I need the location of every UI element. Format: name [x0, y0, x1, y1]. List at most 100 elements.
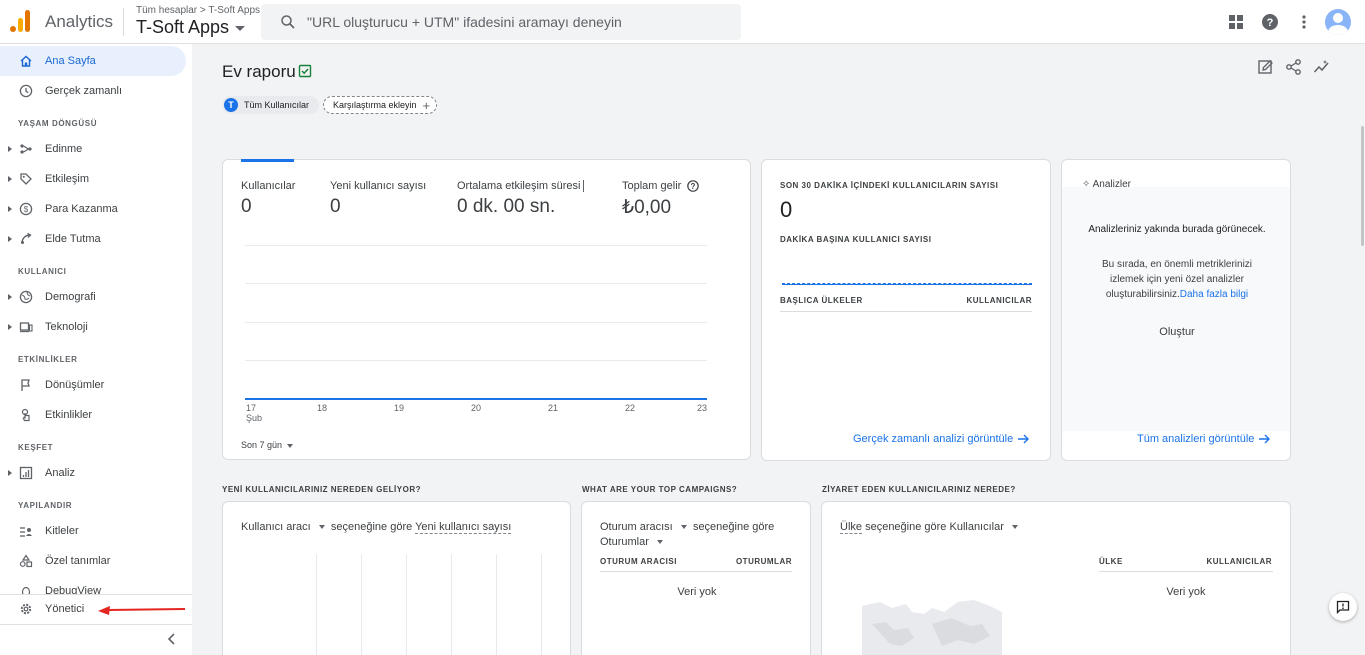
- expand-arrow-icon: [8, 146, 12, 152]
- sidebar-item-label: DebugView: [45, 585, 102, 594]
- chart-gridline: [316, 554, 317, 655]
- dollar-icon: $: [19, 202, 33, 216]
- learn-more-link[interactable]: Daha fazla bilgi: [1179, 289, 1249, 300]
- dimension-selector[interactable]: Kullanıcı aracı seçeneğine göre Yeni kul…: [241, 521, 512, 534]
- main-content: Ev raporu T Tüm Kullanıcılar Karşılaştır…: [192, 44, 1365, 655]
- audience-icon: [20, 527, 32, 537]
- metric-value: 0: [330, 196, 341, 217]
- metric-users[interactable]: Kullanıcılar 0: [241, 180, 295, 218]
- dimension-selector[interactable]: Oturum aracısı seçeneğine göre Oturumlar: [600, 521, 775, 548]
- column-header-users: KULLANICILAR: [1206, 557, 1272, 566]
- feedback-button[interactable]: [1329, 593, 1357, 621]
- account-avatar[interactable]: [1325, 9, 1351, 35]
- help-icon[interactable]: ?: [1257, 9, 1283, 35]
- x-tick-label: 23: [697, 403, 708, 413]
- chart-gridline: [245, 322, 707, 323]
- explore-icon: [19, 466, 33, 480]
- chart-gridline: [451, 554, 452, 655]
- insights-header: ✧ Analizler: [1082, 179, 1131, 190]
- column-header-countries: BAŞLICA ÜLKELER: [780, 296, 863, 305]
- chart-gridline: [541, 554, 542, 655]
- x-tick-label: 17 Şub: [246, 403, 263, 423]
- expand-arrow-icon: [8, 470, 12, 476]
- insights-description: Bu sırada, en önemli metriklerinizi izle…: [1101, 259, 1253, 300]
- no-data-text: Veri yok: [1166, 586, 1206, 598]
- sidebar-item-engagement[interactable]: Etkileşim: [0, 164, 186, 194]
- sidebar-item-events[interactable]: Etkinlikler: [0, 400, 186, 430]
- caret-down-icon: [318, 525, 325, 530]
- debug-icon: [21, 586, 31, 594]
- scrollbar-thumb[interactable]: [1361, 126, 1364, 246]
- selected-metric-indicator: [241, 159, 294, 162]
- chart-gridline: [496, 554, 497, 655]
- app-name[interactable]: Analytics: [45, 12, 114, 31]
- sidebar-item-home[interactable]: Ana Sayfa: [0, 46, 186, 76]
- account-breadcrumb[interactable]: Tüm hesaplar > T-Soft Apps: [136, 5, 261, 16]
- realtime-table-header: BAŞLICA ÜLKELER KULLANICILAR: [780, 296, 1032, 305]
- sidebar-item-debugview[interactable]: DebugView: [0, 576, 186, 594]
- metric-avg-engagement-time[interactable]: Ortalama etkileşim süresi 0 dk. 00 sn.: [457, 180, 585, 218]
- add-comparison-button[interactable]: Karşılaştırma ekleyin +: [323, 96, 438, 114]
- view-realtime-link[interactable]: Gerçek zamanlı analizi görüntüle: [853, 433, 1030, 445]
- sidebar-item-realtime[interactable]: Gerçek zamanlı: [0, 76, 186, 106]
- sidebar-item-audiences[interactable]: Kitleler: [0, 516, 186, 546]
- share-icon[interactable]: [1285, 58, 1303, 76]
- segment-initial: T: [224, 98, 238, 112]
- more-vert-icon[interactable]: [1291, 9, 1317, 35]
- expand-arrow-icon: [8, 236, 12, 242]
- dimension-selector[interactable]: Ülke seçeneğine göre Kullanıcılar: [840, 520, 1018, 535]
- sidebar-item-monetization[interactable]: $ Para Kazanma: [0, 194, 186, 224]
- help-outline-icon[interactable]: ?: [687, 180, 700, 192]
- view-all-insights-link[interactable]: Tüm analizleri görüntüle: [1137, 433, 1271, 445]
- sidebar-item-acquisition[interactable]: Edinme: [0, 134, 186, 164]
- search-input[interactable]: [307, 12, 727, 32]
- sidebar-item-admin[interactable]: Yönetici: [0, 594, 186, 624]
- caret-down-icon: [1011, 525, 1018, 530]
- sidebar-item-demographics[interactable]: Demografi: [0, 282, 186, 312]
- x-tick-label: 20: [471, 403, 482, 413]
- tag-icon: [20, 173, 32, 185]
- insights-coming-soon: Analizleriniz yakında burada görünecek.: [1088, 224, 1266, 235]
- metric-value: 0 dk. 00 sn.: [457, 196, 556, 218]
- collapse-sidebar-icon[interactable]: [166, 632, 178, 646]
- metric-total-revenue[interactable]: Toplam gelir ? ₺0,00: [622, 180, 700, 219]
- top-bar: Analytics Tüm hesaplar > T-Soft Apps T-S…: [0, 0, 1365, 44]
- plus-icon: +: [422, 97, 431, 113]
- sidebar-item-retention[interactable]: Elde Tutma: [0, 224, 186, 254]
- sidebar-item-custom-definitions[interactable]: Özel tanımlar: [0, 546, 186, 576]
- sidebar-item-conversions[interactable]: Dönüşümler: [0, 370, 186, 400]
- x-tick-label: 22: [625, 403, 636, 413]
- sidebar-item-label: Özel tanımlar: [45, 555, 111, 567]
- sidebar-item-analysis[interactable]: Analiz: [0, 458, 186, 488]
- gear-icon: [20, 603, 32, 615]
- home-icon: [20, 55, 32, 67]
- create-insight-button[interactable]: Oluştur: [1159, 326, 1195, 338]
- sidebar-item-label: Kitleler: [45, 525, 79, 537]
- date-range-selector[interactable]: Son 7 gün: [241, 440, 294, 450]
- analytics-logo-icon[interactable]: [10, 10, 32, 32]
- sidebar-item-technology[interactable]: Teknoloji: [0, 312, 186, 342]
- acquisition-icon: [20, 144, 32, 154]
- metric-label: Kullanıcılar: [241, 180, 296, 192]
- apps-icon[interactable]: [1223, 9, 1249, 35]
- property-name: T-Soft Apps: [136, 17, 230, 37]
- comparison-label: Karşılaştırma ekleyin: [333, 100, 417, 110]
- divider: [780, 311, 1032, 312]
- divider: [1099, 571, 1273, 572]
- segment-label: Tüm Kullanıcılar: [244, 100, 310, 110]
- svg-text:?: ?: [691, 182, 696, 191]
- search-bar[interactable]: [261, 4, 741, 40]
- column-header-sessions: OTURUMLAR: [735, 557, 792, 566]
- segment-chip-all-users[interactable]: T Tüm Kullanıcılar: [222, 96, 320, 114]
- sidebar-item-label: Demografi: [45, 291, 96, 303]
- metric-new-users[interactable]: Yeni kullanıcı sayısı 0: [330, 180, 426, 218]
- insights-icon[interactable]: [1313, 58, 1331, 76]
- locations-card: Ülke seçeneğine göre Kullanıcılar ÜLKE K…: [821, 501, 1291, 655]
- touch-icon: [21, 408, 30, 422]
- divider: [123, 8, 124, 36]
- verified-report-icon[interactable]: [298, 64, 312, 78]
- edit-report-icon[interactable]: [1257, 58, 1275, 76]
- property-selector[interactable]: T-Soft Apps: [136, 17, 246, 38]
- sidebar-item-label: Etkileşim: [45, 173, 90, 185]
- section-heading-configure: YAPILANDIR: [18, 501, 73, 510]
